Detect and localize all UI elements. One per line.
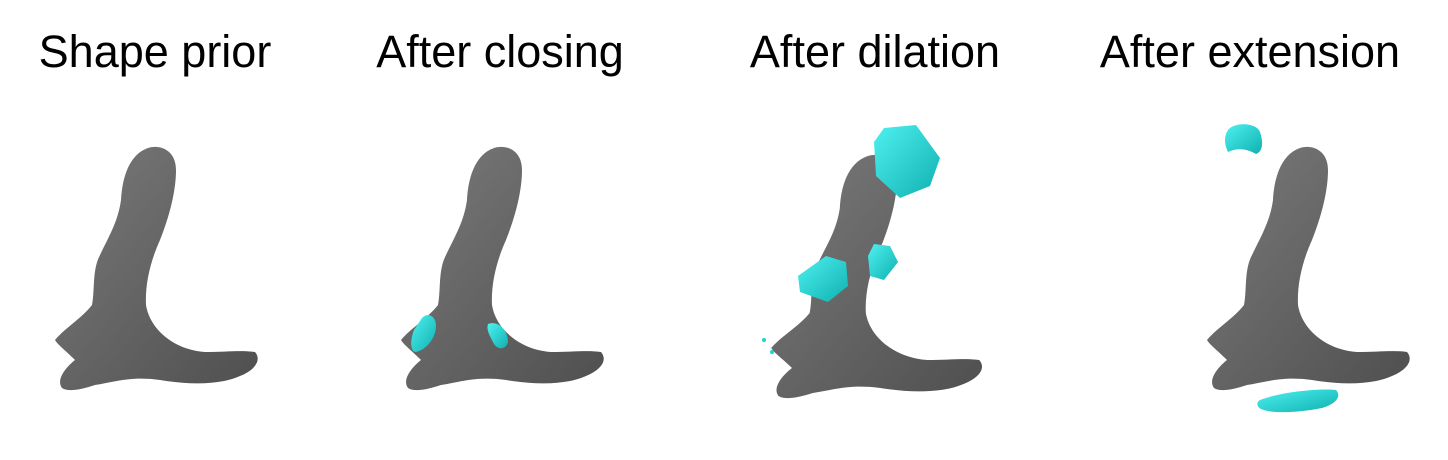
closing-patch-right <box>487 323 508 349</box>
panel-title: After closing <box>376 26 624 77</box>
panel-after-dilation: After dilation <box>720 0 1030 460</box>
panel-title: After extension <box>1099 26 1401 77</box>
shape-mesh <box>401 146 604 391</box>
panel-title: After dilation <box>749 26 1001 77</box>
shape-render <box>1207 124 1410 413</box>
panel-after-extension: After extension <box>1070 0 1430 460</box>
dilation-blob-top <box>874 125 940 198</box>
shape-render <box>55 146 258 391</box>
closing-patch-left <box>411 315 436 352</box>
shape-mesh <box>55 146 258 391</box>
panel-after-closing: After closing <box>340 0 660 460</box>
shape-render <box>401 146 604 391</box>
shape-mesh <box>1207 146 1410 391</box>
panel-title: Shape prior <box>38 26 272 77</box>
dilation-blob-left <box>798 256 848 302</box>
extension-cap-top <box>1225 124 1263 154</box>
shape-render <box>762 125 983 399</box>
extension-cap-bottom <box>1257 389 1339 413</box>
panel-shape-prior: Shape prior <box>0 0 310 460</box>
dilation-speck <box>762 338 766 342</box>
dilation-speck <box>770 350 774 354</box>
dilation-blob-right <box>868 244 898 280</box>
